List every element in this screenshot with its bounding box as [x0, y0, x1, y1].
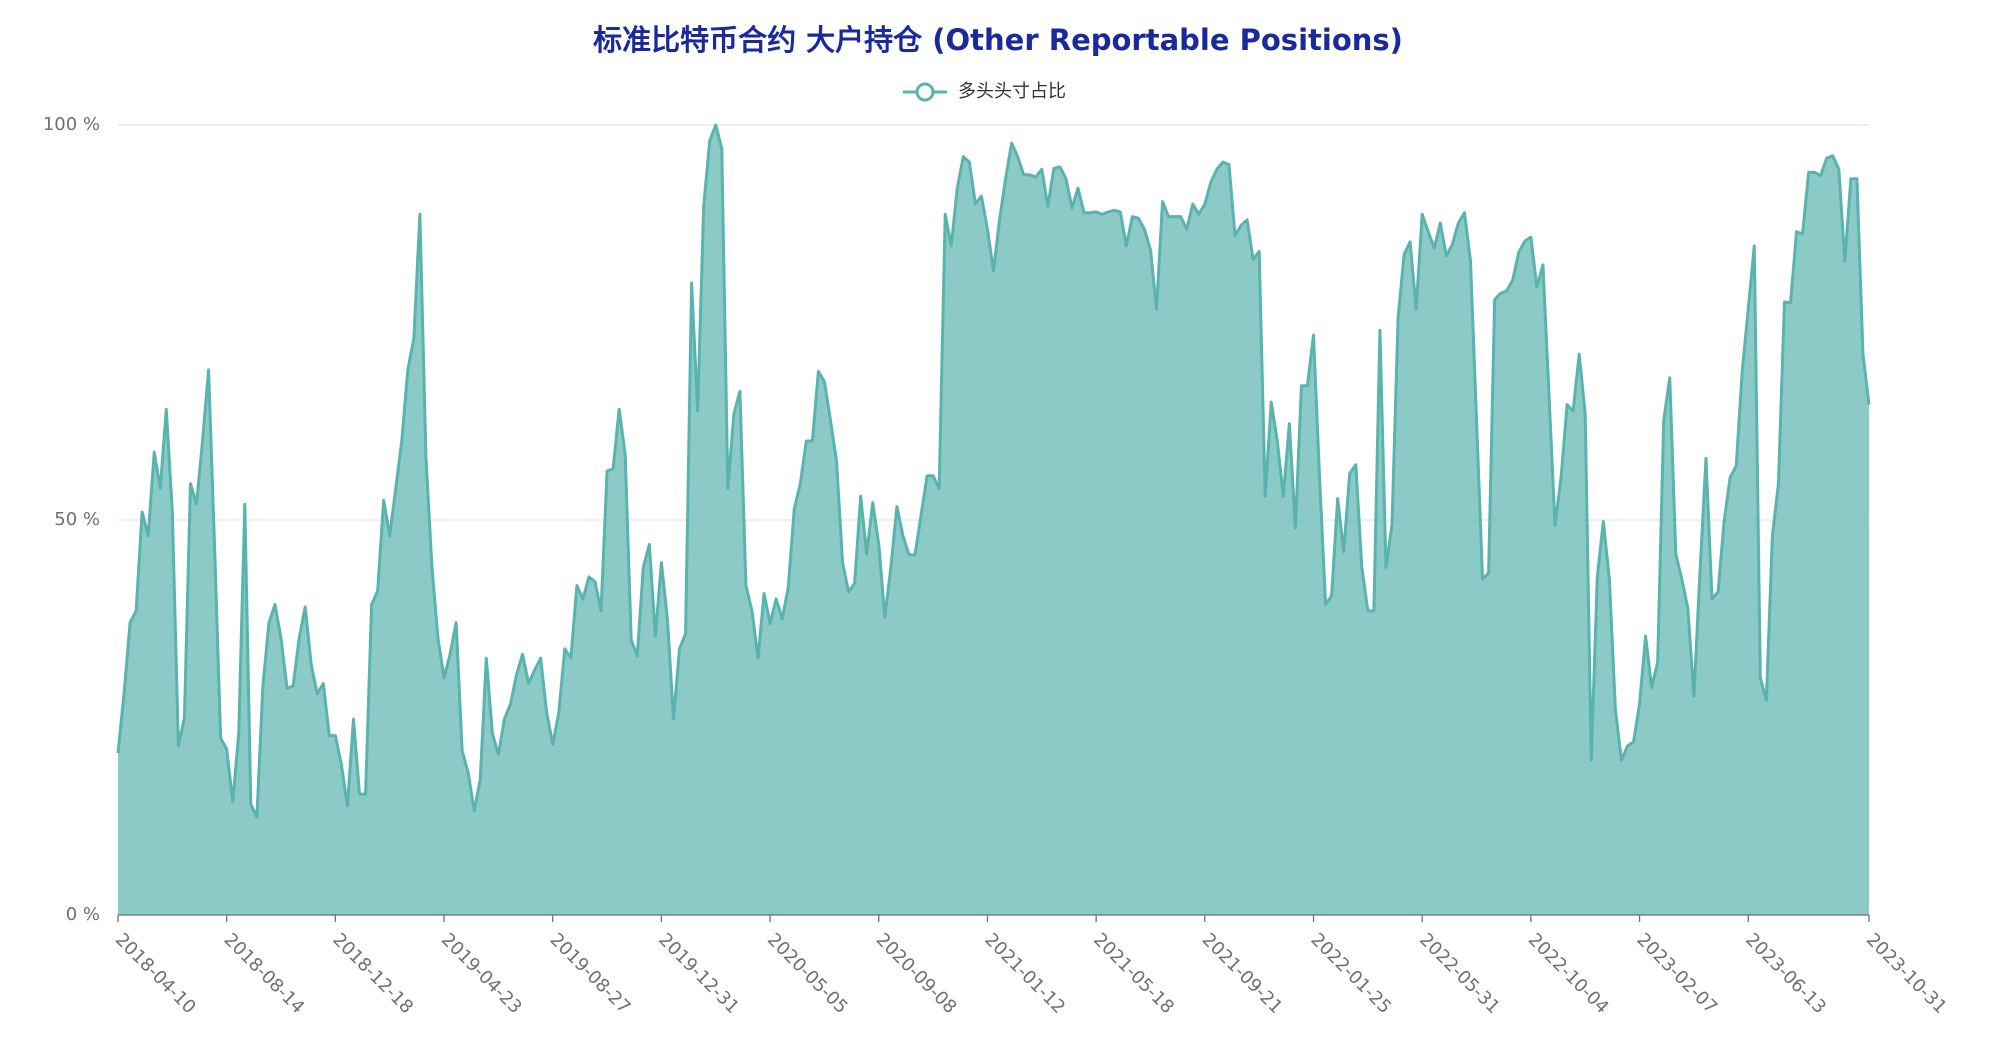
- y-tick-label: 0 %: [66, 904, 100, 925]
- line: [116, 123, 1871, 819]
- y-tick-label: 50 %: [54, 509, 100, 530]
- area: [118, 125, 1869, 915]
- legend-marker: [915, 82, 935, 102]
- y-tick-label: 100 %: [43, 114, 100, 135]
- chart-title: 标准比特币合约 大户持仓 (Other Reportable Positions…: [593, 23, 1403, 57]
- legend-label: 多头头寸占比: [958, 81, 1066, 102]
